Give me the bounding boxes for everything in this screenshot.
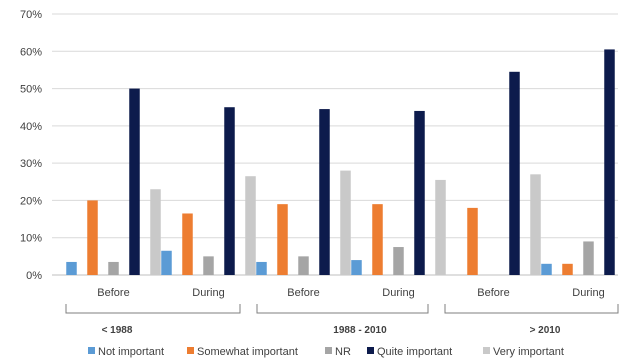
bar [87,200,98,275]
bar [604,49,615,275]
bar [66,261,77,275]
legend-label: Not important [98,346,164,358]
y-tick-label: 30% [20,158,42,170]
bar [541,263,552,275]
category-label: Before [477,287,509,299]
y-tick-label: 20% [20,195,42,207]
bar [182,213,193,275]
bars [66,49,615,276]
bar [583,241,594,275]
bar [256,261,267,275]
x-axis-categories: Before During Before During Before During [97,287,604,299]
bar [203,256,214,275]
bar [150,189,161,275]
category-label: During [382,287,414,299]
group-label: < 1988 [102,325,133,336]
y-tick-label: 0% [26,270,42,282]
x-axis-groups: < 1988 1988 - 2010 > 2010 [65,304,619,336]
bar [277,204,288,275]
gridlines [52,13,618,276]
legend-label: NR [335,346,351,358]
group-bracket [256,304,429,314]
y-axis-ticks: 0% 10% 20% 30% 40% 50% 60% 70% [20,9,42,282]
group-bracket [444,304,619,314]
y-tick-label: 10% [20,233,42,245]
legend-swatch [187,347,194,354]
bar [319,109,330,275]
y-tick-label: 50% [20,84,42,96]
bar [161,250,172,275]
bar [435,179,446,275]
category-label: Before [287,287,319,299]
bar [224,107,235,275]
bar [467,207,478,275]
bar [530,174,541,275]
bar [129,88,140,275]
legend-swatch [367,347,374,354]
group-label: 1988 - 2010 [333,325,387,336]
category-label: During [192,287,224,299]
bar [393,247,404,275]
legend-label: Very important [493,346,564,358]
bar [562,263,573,275]
bar [509,71,520,276]
bar [414,110,425,275]
group-label: > 2010 [530,325,561,336]
legend: Not important Somewhat important NR Quite i… [88,346,564,358]
bar [108,261,119,275]
legend-swatch [325,347,332,354]
legend-label: Somewhat important [197,346,298,358]
category-label: Before [97,287,129,299]
bar [298,256,309,275]
bar [351,260,362,275]
legend-label: Quite important [377,346,452,358]
legend-swatch [88,347,95,354]
y-tick-label: 70% [20,9,42,21]
bar [245,176,256,275]
y-tick-label: 60% [20,46,42,58]
y-tick-label: 40% [20,121,42,133]
bar [372,204,383,275]
bar [340,170,351,275]
legend-swatch [483,347,490,354]
group-bracket [65,304,241,314]
category-label: During [572,287,604,299]
